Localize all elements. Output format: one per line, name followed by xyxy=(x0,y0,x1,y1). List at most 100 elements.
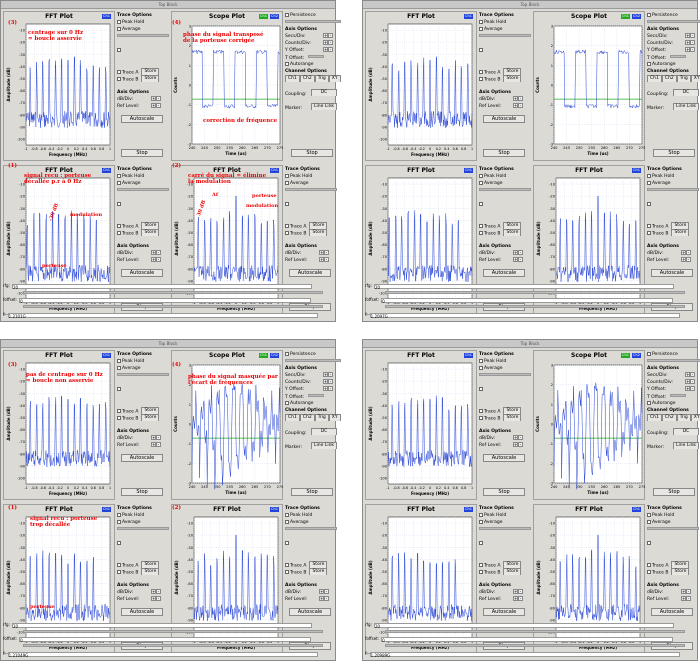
f-field[interactable]: 1.2101G xyxy=(7,312,318,319)
checkbox[interactable] xyxy=(117,47,121,52)
checkbox[interactable] xyxy=(647,173,651,178)
store-button[interactable]: Store xyxy=(503,414,522,421)
checkbox[interactable] xyxy=(647,540,651,545)
minus-button[interactable]: - xyxy=(690,47,695,52)
checkbox[interactable] xyxy=(479,173,483,178)
stop-button[interactable]: Stop xyxy=(653,488,695,496)
plus-button[interactable]: + xyxy=(685,386,690,391)
dropdown-select[interactable]: Line Link xyxy=(673,103,699,110)
persistence-slider[interactable] xyxy=(285,359,341,362)
checkbox[interactable] xyxy=(647,512,651,517)
plus-button[interactable]: + xyxy=(513,442,518,447)
minus-button[interactable]: - xyxy=(690,40,695,45)
trace-checkbox[interactable] xyxy=(117,77,121,81)
rfg-slider[interactable] xyxy=(385,630,685,633)
rfg-slider[interactable] xyxy=(23,291,323,294)
plus-button[interactable]: + xyxy=(319,596,324,601)
f-field[interactable]: 1.21049G xyxy=(7,651,318,658)
trace-checkbox[interactable] xyxy=(647,224,651,228)
channel-tab[interactable]: Ch1 xyxy=(647,414,662,421)
minus-button[interactable]: - xyxy=(324,257,329,262)
channel-tab[interactable]: Ch1 xyxy=(285,75,300,82)
channel-tab[interactable]: XY xyxy=(328,414,341,421)
checkbox[interactable] xyxy=(285,512,289,517)
foffset-field[interactable]: 0 xyxy=(381,636,674,643)
checkbox[interactable] xyxy=(117,180,121,185)
trace-checkbox[interactable] xyxy=(647,570,651,574)
store-button[interactable]: Store xyxy=(503,561,522,568)
checkbox[interactable] xyxy=(647,12,651,17)
rfg-field[interactable]: 20 xyxy=(11,622,312,629)
minus-button[interactable]: - xyxy=(686,257,691,262)
plus-button[interactable]: + xyxy=(319,589,324,594)
checkbox[interactable] xyxy=(479,365,483,370)
foffset-slider[interactable] xyxy=(23,644,323,647)
f-field[interactable]: 1.20989G xyxy=(369,651,680,658)
plus-button[interactable]: + xyxy=(513,103,518,108)
average-slider[interactable] xyxy=(117,373,169,376)
checkbox[interactable] xyxy=(117,512,121,517)
checkbox[interactable] xyxy=(647,519,651,524)
checkbox[interactable] xyxy=(285,201,289,206)
stop-button[interactable]: Stop xyxy=(291,488,333,496)
minus-button[interactable]: - xyxy=(518,103,523,108)
minus-button[interactable]: - xyxy=(686,596,691,601)
plus-button[interactable]: + xyxy=(323,386,328,391)
minus-button[interactable]: - xyxy=(156,250,161,255)
plus-button[interactable]: + xyxy=(513,435,518,440)
average-slider[interactable] xyxy=(479,34,531,37)
foffset-field[interactable]: 0 xyxy=(381,297,674,304)
trace-checkbox[interactable] xyxy=(479,563,483,567)
checkbox[interactable] xyxy=(479,201,483,206)
channel-tab[interactable]: Ch2 xyxy=(299,414,315,421)
store-button[interactable]: Store xyxy=(141,561,160,568)
minus-button[interactable]: - xyxy=(328,386,333,391)
minus-button[interactable]: - xyxy=(156,596,161,601)
plus-button[interactable]: + xyxy=(681,589,686,594)
minus-button[interactable]: - xyxy=(324,589,329,594)
t-offset-slider[interactable] xyxy=(308,394,325,397)
plus-button[interactable]: + xyxy=(323,33,328,38)
channel-tab[interactable]: Trig xyxy=(314,75,329,82)
store-button[interactable]: Store xyxy=(671,568,690,575)
plus-button[interactable]: + xyxy=(513,250,518,255)
minus-button[interactable]: - xyxy=(324,596,329,601)
plus-button[interactable]: + xyxy=(319,250,324,255)
store-button[interactable]: Store xyxy=(141,568,160,575)
plus-button[interactable]: + xyxy=(685,33,690,38)
stop-button[interactable]: Stop xyxy=(291,149,333,157)
minus-button[interactable]: - xyxy=(518,250,523,255)
trace-checkbox[interactable] xyxy=(647,563,651,567)
trace-checkbox[interactable] xyxy=(479,570,483,574)
plus-button[interactable]: + xyxy=(685,372,690,377)
trace-checkbox[interactable] xyxy=(117,224,121,228)
autoscale-button[interactable]: Autoscale xyxy=(121,454,163,462)
store-button[interactable]: Store xyxy=(141,222,160,229)
plus-button[interactable]: + xyxy=(685,40,690,45)
dropdown-select[interactable]: Line Link xyxy=(311,103,337,110)
plus-button[interactable]: + xyxy=(151,96,156,101)
channel-tab[interactable]: Trig xyxy=(676,75,691,82)
plus-button[interactable]: + xyxy=(151,589,156,594)
trace-checkbox[interactable] xyxy=(117,231,121,235)
plus-button[interactable]: + xyxy=(323,47,328,52)
checkbox[interactable] xyxy=(479,26,483,31)
minus-button[interactable]: - xyxy=(518,96,523,101)
checkbox[interactable] xyxy=(479,19,483,24)
t-offset-slider[interactable] xyxy=(670,55,687,58)
plus-button[interactable]: + xyxy=(151,257,156,262)
checkbox[interactable] xyxy=(479,386,483,391)
trace-checkbox[interactable] xyxy=(117,409,121,413)
plus-button[interactable]: + xyxy=(151,596,156,601)
checkbox[interactable] xyxy=(479,47,483,52)
store-button[interactable]: Store xyxy=(503,229,522,236)
channel-tab[interactable]: Ch1 xyxy=(647,75,662,82)
autoscale-button[interactable]: Autoscale xyxy=(121,115,163,123)
autoscale-button[interactable]: Autoscale xyxy=(121,269,163,277)
plus-button[interactable]: + xyxy=(513,596,518,601)
stop-button[interactable]: Stop xyxy=(121,488,163,496)
minus-button[interactable]: - xyxy=(328,33,333,38)
autoscale-button[interactable]: Autoscale xyxy=(121,608,163,616)
trace-checkbox[interactable] xyxy=(285,563,289,567)
checkbox[interactable] xyxy=(479,540,483,545)
